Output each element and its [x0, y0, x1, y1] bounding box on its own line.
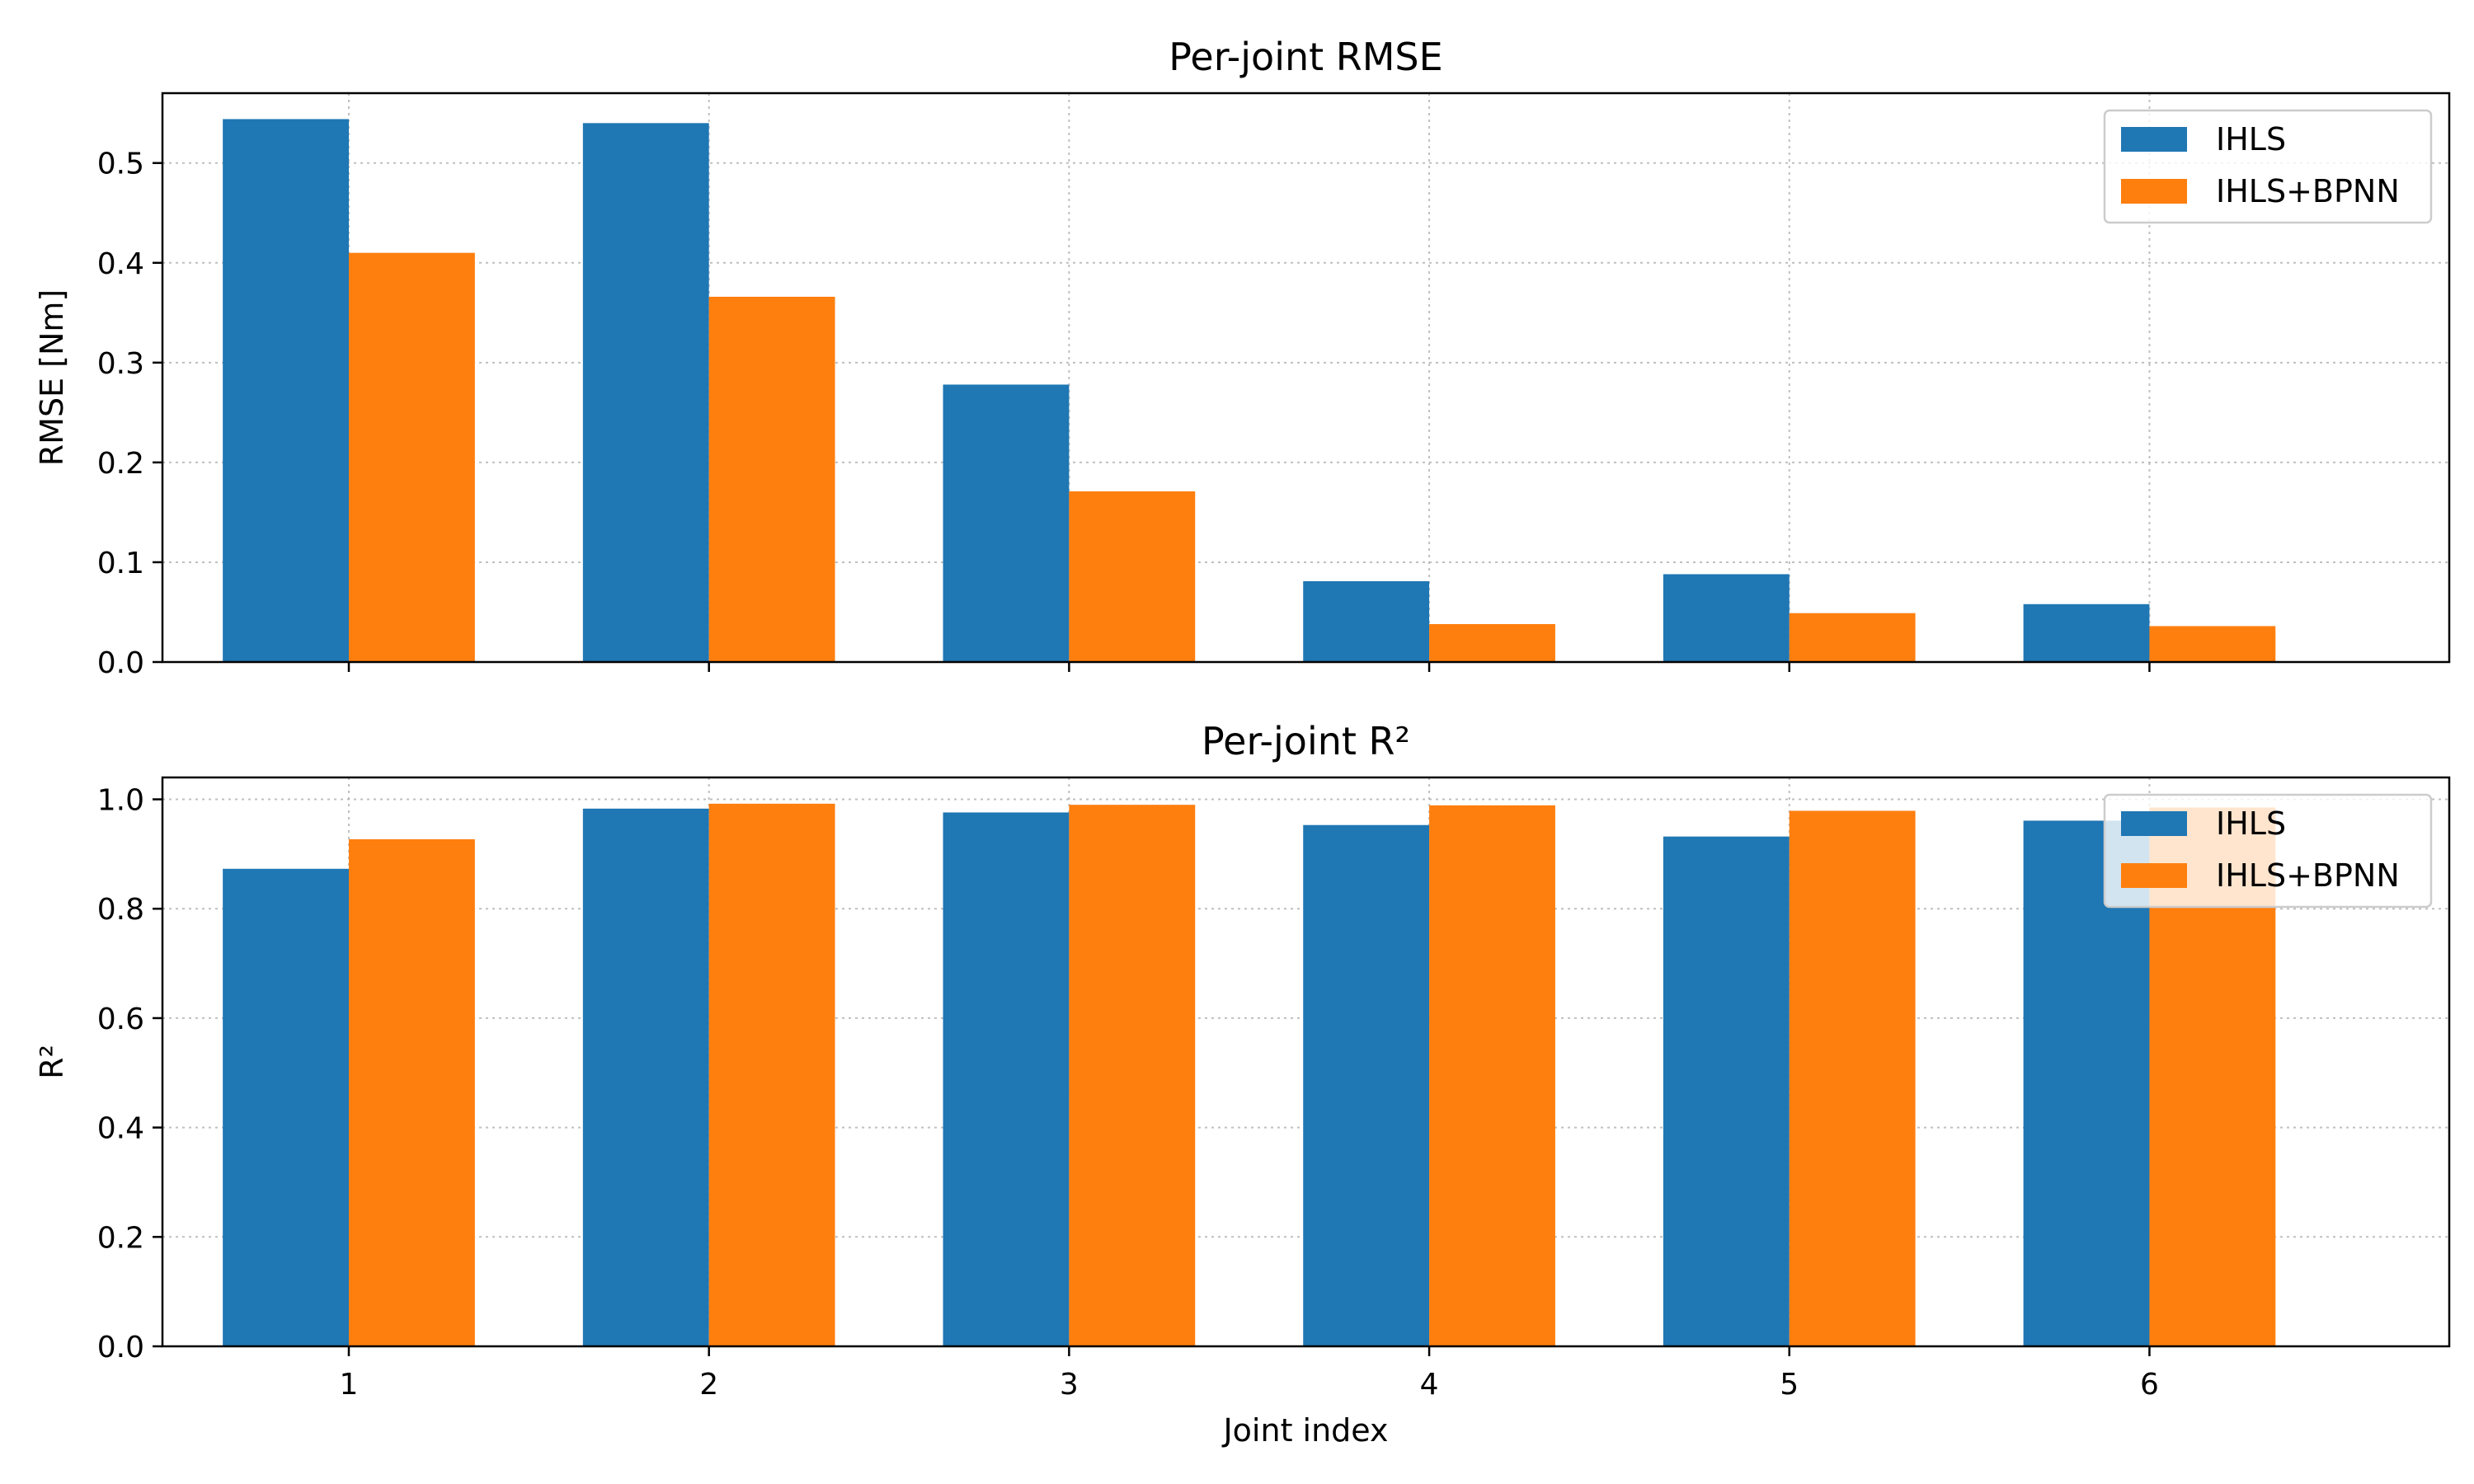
y-axis-label: RMSE [Nm]	[34, 289, 70, 467]
x-tick-label: 2	[699, 1368, 718, 1402]
bars	[223, 803, 2276, 1346]
x-tick-label: 1	[340, 1368, 359, 1402]
y-tick-label: 0.4	[97, 247, 144, 281]
y-tick-label: 1.0	[97, 784, 144, 818]
bar-series-2-joint-3	[1069, 491, 1196, 662]
bar-series-1-joint-2	[582, 123, 709, 662]
bars	[223, 119, 2276, 662]
y-tick-label: 0.2	[97, 1221, 144, 1255]
x-axis	[347, 662, 2151, 672]
y-tick-label: 0.4	[97, 1112, 144, 1146]
bar-series-2-joint-4	[1429, 624, 1555, 662]
bar-series-2-joint-4	[1429, 805, 1555, 1346]
chart-title: Per-joint RMSE	[1169, 35, 1442, 79]
bar-series-1-joint-1	[223, 119, 349, 662]
legend-label-1: IHLS	[2216, 805, 2286, 842]
bar-series-2-joint-1	[348, 252, 475, 662]
bar-series-2-joint-3	[1069, 805, 1196, 1346]
y-tick-label: 0.5	[97, 148, 144, 181]
y-tick-label: 0.6	[97, 1003, 144, 1036]
bar-series-2-joint-5	[1789, 810, 1916, 1346]
legend: IHLS IHLS+BPNN	[2103, 793, 2433, 909]
legend-swatch-1	[2121, 811, 2187, 836]
bar-series-2-joint-6	[2149, 626, 2276, 662]
y-tick-label: 0.3	[97, 347, 144, 381]
legend-swatch-2	[2121, 179, 2187, 204]
legend-label-2: IHLS+BPNN	[2216, 857, 2400, 894]
bar-series-1-joint-6	[2023, 603, 2150, 662]
bar-series-2-joint-2	[708, 803, 835, 1346]
x-tick-label: 5	[1780, 1368, 1799, 1402]
legend-swatch-2	[2121, 863, 2187, 888]
bar-series-1-joint-3	[943, 812, 1070, 1346]
chart-panel-2: 0.0 0.2 0.4 0.6 0.8 1.0 1 2 3 4 5 6 Per-joint R² R² Jo…	[34, 719, 2451, 1449]
legend-label-1: IHLS	[2216, 121, 2286, 157]
bar-series-2-joint-2	[708, 296, 835, 662]
y-tick-label: 0.0	[97, 646, 144, 680]
bar-series-1-joint-6	[2023, 820, 2150, 1346]
y-tick-label: 0.1	[97, 547, 144, 580]
bar-series-2-joint-1	[348, 838, 475, 1346]
chart-title: Per-joint R²	[1202, 719, 1410, 763]
y-tick-label: 0.2	[97, 447, 144, 481]
y-axis-label: R²	[34, 1045, 70, 1079]
legend-label-2: IHLS+BPNN	[2216, 173, 2400, 209]
bar-series-1-joint-5	[1663, 574, 1790, 662]
bar-series-1-joint-2	[582, 808, 709, 1346]
bar-series-1-joint-1	[223, 868, 349, 1346]
x-tick-label: 4	[1420, 1368, 1439, 1402]
plot-frame	[161, 776, 2451, 1348]
legend-swatch-1	[2121, 127, 2187, 152]
bar-series-1-joint-4	[1303, 824, 1430, 1346]
bar-series-1-joint-4	[1303, 580, 1430, 662]
plot-frame	[161, 92, 2451, 664]
chart-panel-1: 0.0 0.1 0.2 0.3 0.4 0.5 Per-joint RMSE RMSE [Nm…	[34, 35, 2451, 680]
bar-series-1-joint-5	[1663, 836, 1790, 1346]
legend: IHLS IHLS+BPNN	[2103, 109, 2433, 224]
y-tick-label: 0.0	[97, 1331, 144, 1364]
x-axis-label: Joint index	[1221, 1412, 1388, 1449]
bar-series-2-joint-5	[1789, 613, 1916, 662]
x-axis: 1 2 3 4 5 6	[340, 1346, 2159, 1402]
y-tick-label: 0.8	[97, 893, 144, 927]
x-tick-label: 3	[1060, 1368, 1079, 1402]
x-tick-label: 6	[2140, 1368, 2159, 1402]
y-axis: 0.0 0.2 0.4 0.6 0.8 1.0	[97, 784, 162, 1364]
bar-series-1-joint-3	[943, 384, 1070, 662]
y-axis: 0.0 0.1 0.2 0.3 0.4 0.5	[97, 148, 162, 680]
